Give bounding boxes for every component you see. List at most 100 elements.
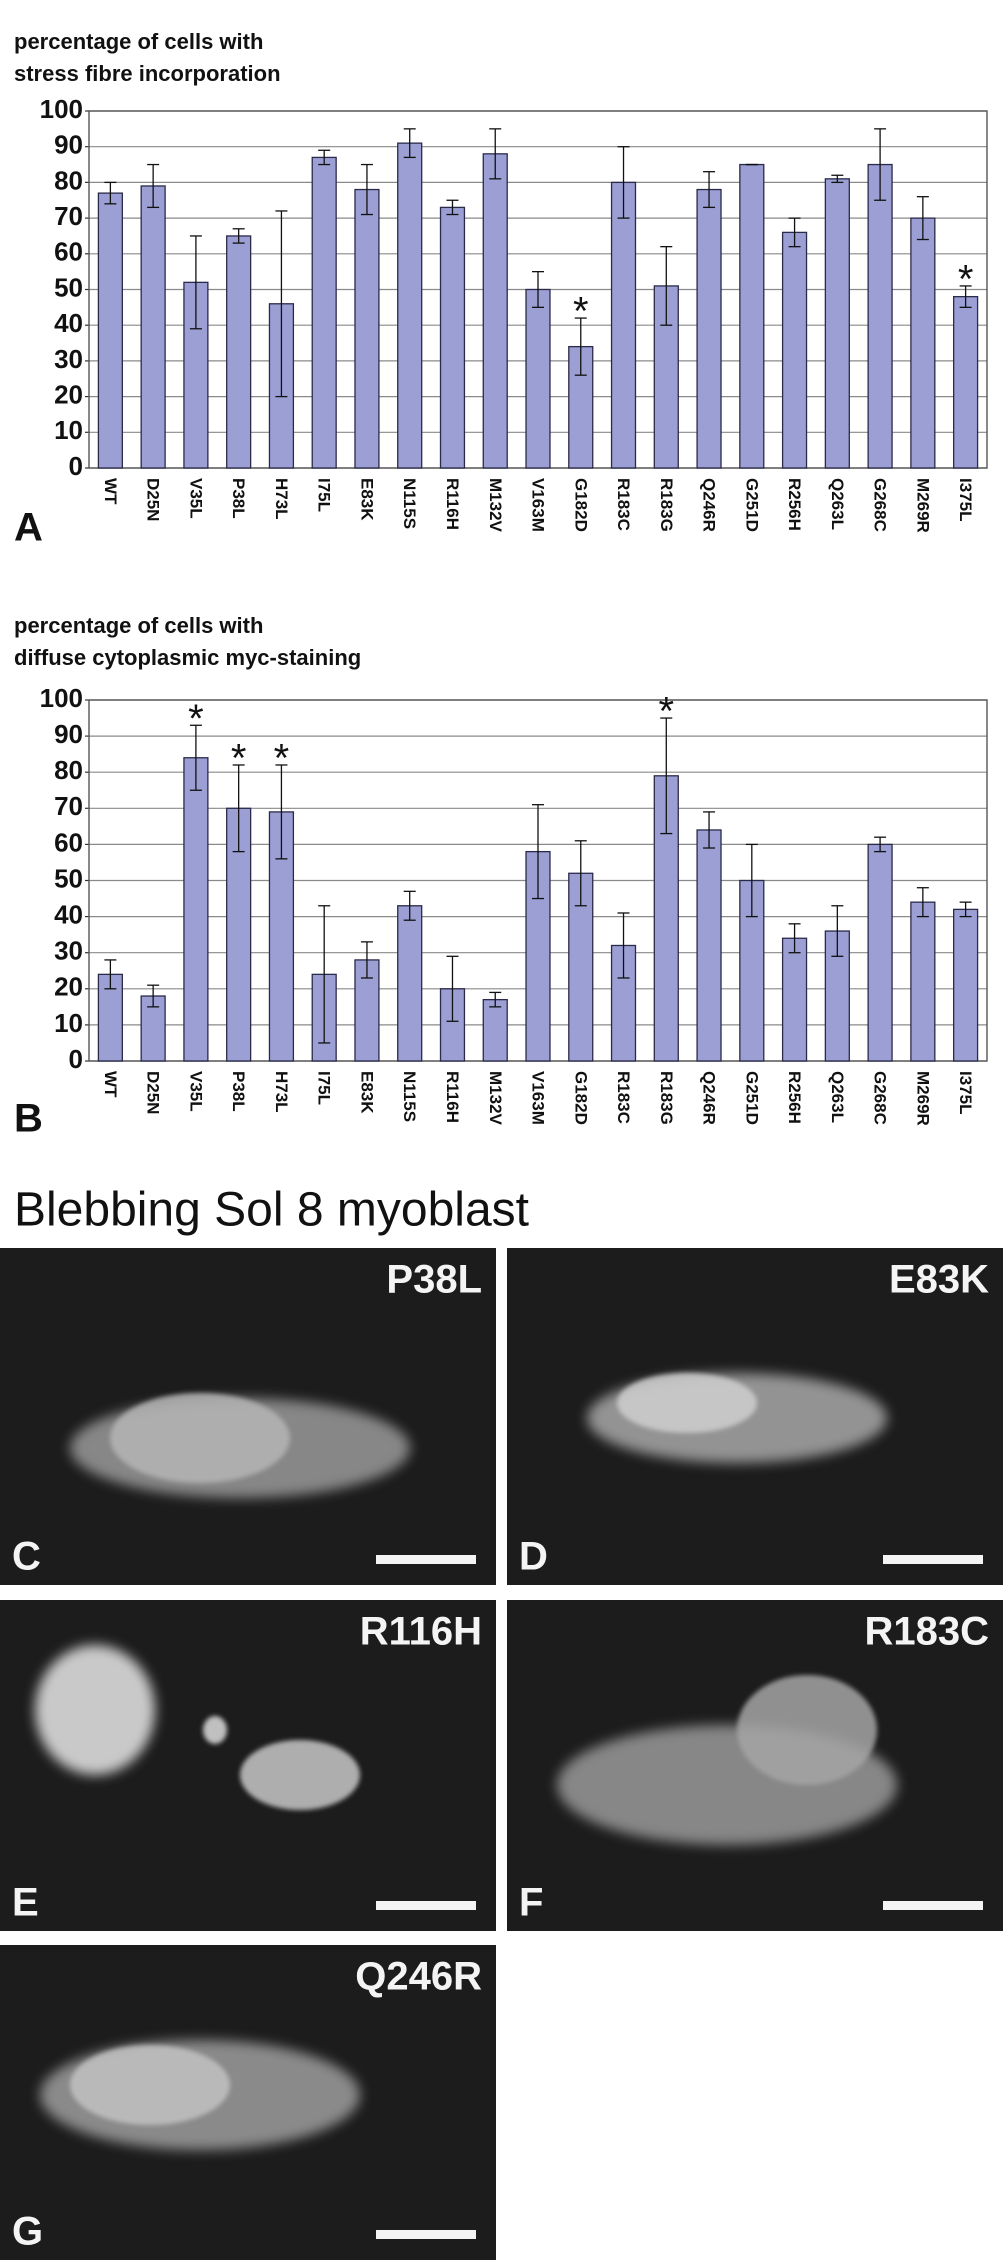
error-bar	[232, 228, 245, 244]
error-bar	[360, 163, 373, 216]
error-bar	[617, 912, 630, 979]
error-bar	[104, 959, 117, 990]
cell	[737, 1675, 877, 1785]
y-tick-label: 60	[54, 237, 83, 267]
x-tick-label: R183G	[657, 1071, 676, 1125]
bar	[482, 153, 508, 469]
panel-letter: A	[14, 506, 43, 550]
x-tick-label: V35L	[186, 478, 205, 519]
cell	[617, 1373, 757, 1433]
bar	[482, 998, 508, 1062]
panel-letter: E	[12, 1881, 39, 1925]
x-tick-label: G182D	[571, 1071, 590, 1125]
x-tick-label: WT	[101, 478, 120, 505]
bar	[140, 185, 166, 469]
error-bar	[831, 905, 844, 957]
x-tick-label: V163M	[529, 478, 548, 532]
bar	[781, 231, 808, 469]
panel-letter: G	[12, 2210, 43, 2254]
chart-title: percentage of cells with	[14, 29, 263, 54]
y-tick-label: 20	[54, 972, 83, 1002]
micrograph-label: P38L	[386, 1258, 482, 1302]
micrograph-title: Blebbing Sol 8 myoblast	[14, 1184, 529, 1237]
x-tick-label: I75L	[315, 478, 334, 512]
error-bar	[745, 843, 758, 918]
chart-title: stress fibre incorporation	[14, 61, 281, 86]
micrograph: P38L C	[0, 1248, 496, 1585]
x-tick-label: M132V	[486, 1071, 505, 1126]
x-tick-label: I375L	[956, 1071, 975, 1114]
error-bar	[104, 181, 117, 205]
error-bar	[574, 840, 587, 907]
x-tick-label: H73L	[272, 1071, 291, 1113]
x-tick-label: E83K	[357, 1071, 376, 1114]
x-tick-label: D25N	[144, 478, 163, 521]
chart-title: diffuse cytoplasmic myc-staining	[14, 645, 361, 670]
x-tick-label: H73L	[272, 478, 291, 520]
error-bar	[660, 246, 673, 326]
panel-letter: B	[14, 1097, 43, 1141]
y-tick-label: 90	[54, 719, 83, 749]
x-tick-label: G251D	[742, 478, 761, 532]
x-tick-label: R256H	[785, 478, 804, 531]
error-bar	[874, 836, 887, 853]
y-tick-label: 80	[54, 755, 83, 785]
y-tick-label: 80	[54, 165, 83, 195]
y-tick-label: 40	[54, 308, 83, 338]
bar	[739, 163, 765, 469]
micrograph-label: Q246R	[355, 1955, 482, 1999]
error-bar	[831, 174, 844, 184]
x-tick-label: P38L	[229, 478, 248, 519]
error-bar	[318, 905, 331, 1044]
error-bar	[959, 285, 972, 309]
x-tick-label: Q246R	[700, 1071, 719, 1125]
bar	[97, 192, 124, 469]
error-bar	[147, 984, 160, 1008]
bar	[781, 937, 808, 1062]
error-bar	[232, 764, 245, 853]
y-tick-label: 0	[69, 1044, 83, 1074]
error-bar	[275, 210, 288, 398]
x-tick-label: V163M	[529, 1071, 548, 1125]
cell	[203, 1716, 227, 1744]
x-tick-label: M269R	[913, 1071, 932, 1126]
error-bar	[916, 887, 929, 918]
micrograph: R116H E	[0, 1600, 496, 1931]
error-bar	[446, 955, 459, 1022]
bar	[226, 235, 252, 469]
y-tick-label: 50	[54, 272, 83, 302]
scale-bar	[883, 1555, 983, 1564]
x-tick-label: R183C	[614, 1071, 633, 1124]
error-bar	[574, 317, 587, 376]
x-tick-label: V35L	[186, 1071, 205, 1112]
y-tick-label: 50	[54, 863, 83, 893]
bar	[397, 142, 423, 469]
error-bar	[703, 171, 716, 209]
y-tick-label: 70	[54, 201, 83, 231]
y-tick-label: 90	[54, 130, 83, 160]
error-bar	[959, 901, 972, 918]
micrograph: R183C F	[507, 1600, 1003, 1931]
error-bar	[532, 804, 544, 900]
y-tick-label: 70	[54, 791, 83, 821]
y-tick-label: 10	[54, 1008, 83, 1038]
significance-marker: *	[274, 737, 290, 781]
significance-marker: *	[188, 697, 204, 741]
error-bar	[788, 217, 801, 248]
x-tick-label: WT	[101, 1071, 120, 1098]
error-bar	[788, 923, 801, 954]
bar	[439, 206, 466, 469]
error-bar	[446, 199, 459, 216]
significance-marker: *	[958, 257, 974, 301]
micrograph-label: E83K	[889, 1258, 989, 1302]
error-bar	[275, 764, 288, 860]
y-tick-label: 0	[69, 451, 83, 481]
cell	[70, 2045, 230, 2125]
bar	[824, 178, 850, 469]
error-bar	[660, 717, 673, 835]
bar	[952, 295, 979, 469]
y-tick-label: 40	[54, 899, 83, 929]
bar	[952, 908, 979, 1062]
bar	[311, 156, 337, 469]
y-tick-label: 60	[54, 827, 83, 857]
